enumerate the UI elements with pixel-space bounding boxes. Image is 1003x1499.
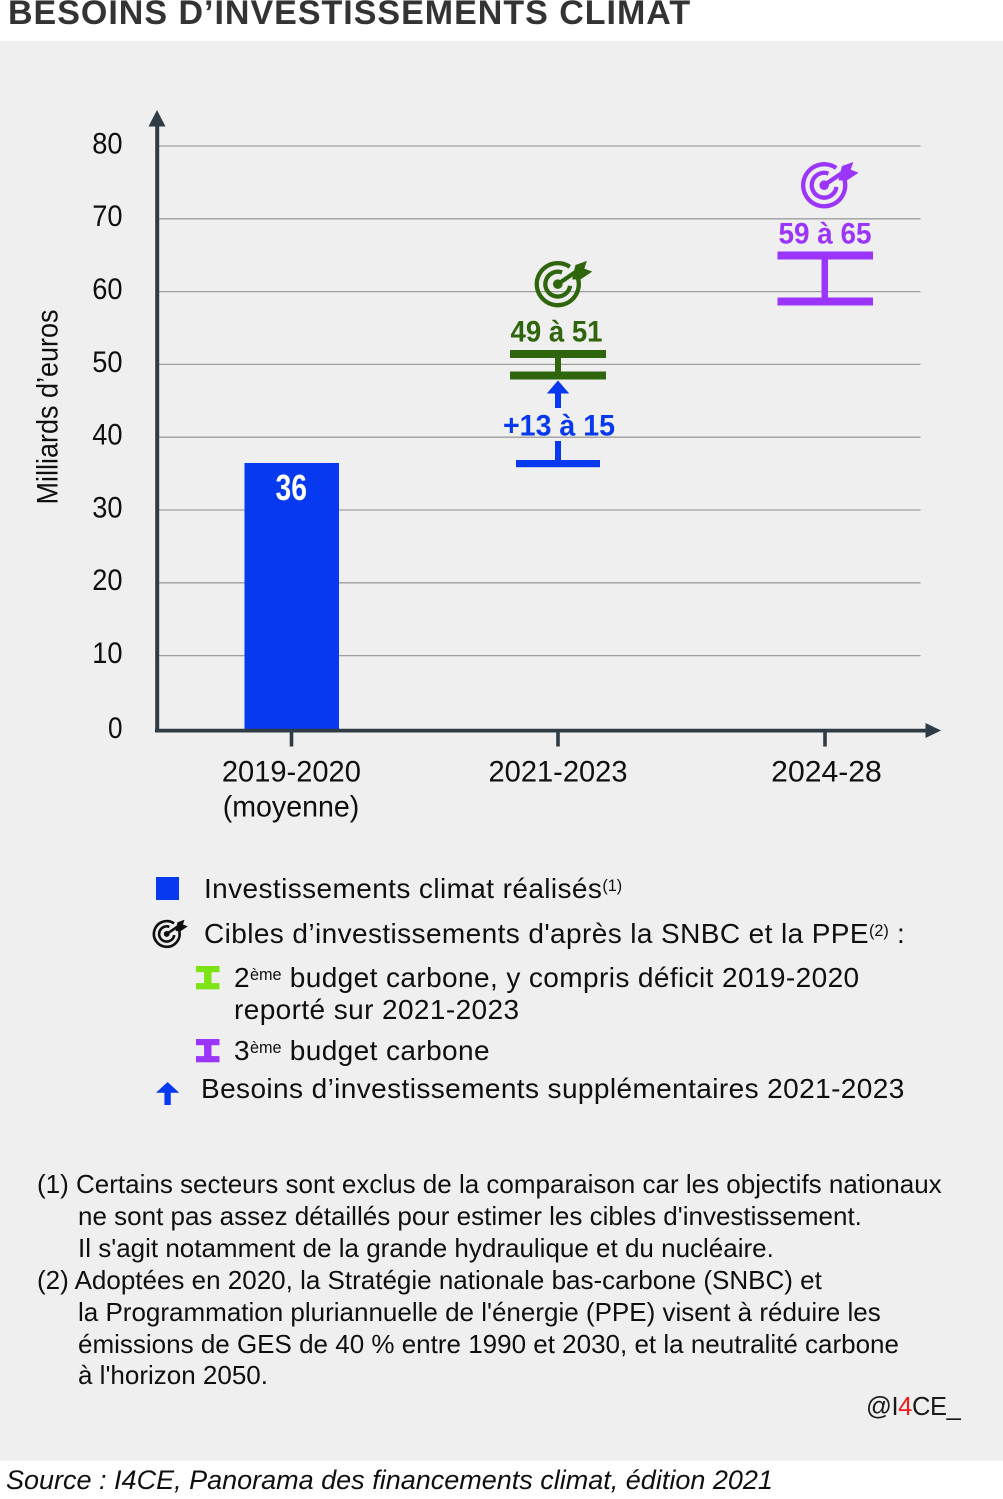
svg-text:+13 à 15: +13 à 15 [503,410,615,443]
svg-text:2021-2023: 2021-2023 [489,756,628,789]
svg-text:20: 20 [92,564,122,597]
svg-text:Milliards d’euros: Milliards d’euros [32,310,65,505]
svg-text:2019-2020: 2019-2020 [222,756,361,789]
svg-text:49 à 51: 49 à 51 [511,316,603,349]
svg-text:80: 80 [92,127,122,160]
svg-text:2024-28: 2024-28 [771,756,882,789]
svg-text:0: 0 [108,712,123,745]
svg-text:59 à 65: 59 à 65 [779,218,872,251]
svg-text:30: 30 [92,491,122,524]
svg-text:36: 36 [276,467,308,508]
svg-text:70: 70 [92,200,122,233]
svg-text:60: 60 [92,273,122,306]
svg-text:50: 50 [92,346,122,379]
svg-text:(moyenne): (moyenne) [223,791,360,824]
svg-text:10: 10 [92,637,122,670]
svg-text:40: 40 [92,419,122,452]
